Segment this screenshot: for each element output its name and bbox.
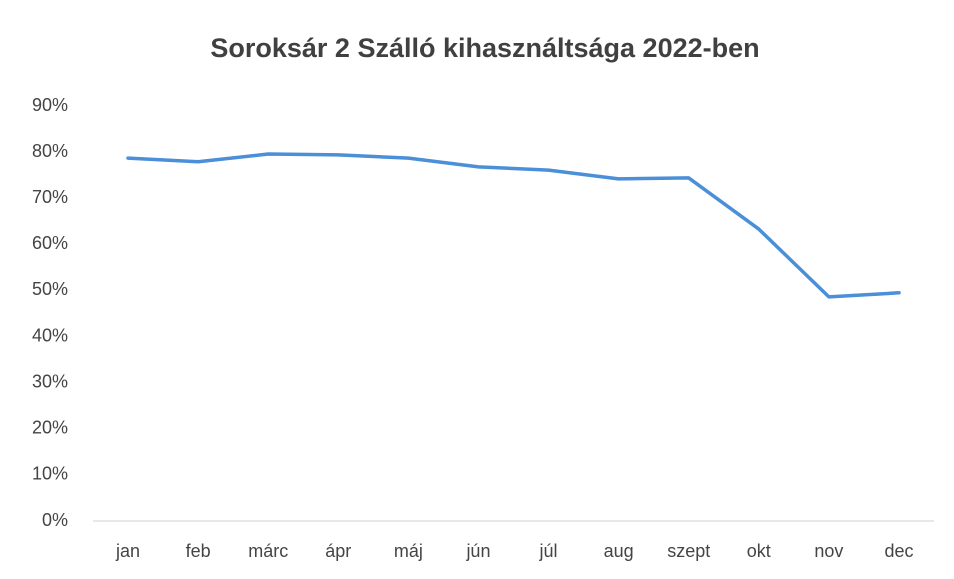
- y-tick-label: 30%: [32, 371, 68, 391]
- y-tick-label: 0%: [42, 510, 68, 530]
- x-tick-label: jún: [465, 541, 490, 561]
- x-tick-label: jan: [115, 541, 140, 561]
- x-tick-label: dec: [884, 541, 913, 561]
- x-tick-label: júl: [539, 541, 558, 561]
- x-tick-label: máj: [394, 541, 423, 561]
- y-tick-label: 90%: [32, 95, 68, 115]
- y-tick-label: 50%: [32, 279, 68, 299]
- y-tick-label: 70%: [32, 187, 68, 207]
- x-tick-label: feb: [186, 541, 211, 561]
- y-tick-label: 20%: [32, 418, 68, 438]
- y-tick-label: 10%: [32, 464, 68, 484]
- x-tick-label: márc: [248, 541, 288, 561]
- y-tick-label: 60%: [32, 233, 68, 253]
- x-tick-label: ápr: [325, 541, 351, 561]
- line-series: [126, 152, 901, 299]
- x-tick-label: nov: [814, 541, 843, 561]
- y-tick-label: 80%: [32, 141, 68, 161]
- x-tick-label: aug: [604, 541, 634, 561]
- x-tick-label: okt: [747, 541, 771, 561]
- chart-title: Soroksár 2 Szálló kihasználtsága 2022-be…: [210, 33, 759, 63]
- x-tick-label: szept: [667, 541, 710, 561]
- y-tick-label: 40%: [32, 325, 68, 345]
